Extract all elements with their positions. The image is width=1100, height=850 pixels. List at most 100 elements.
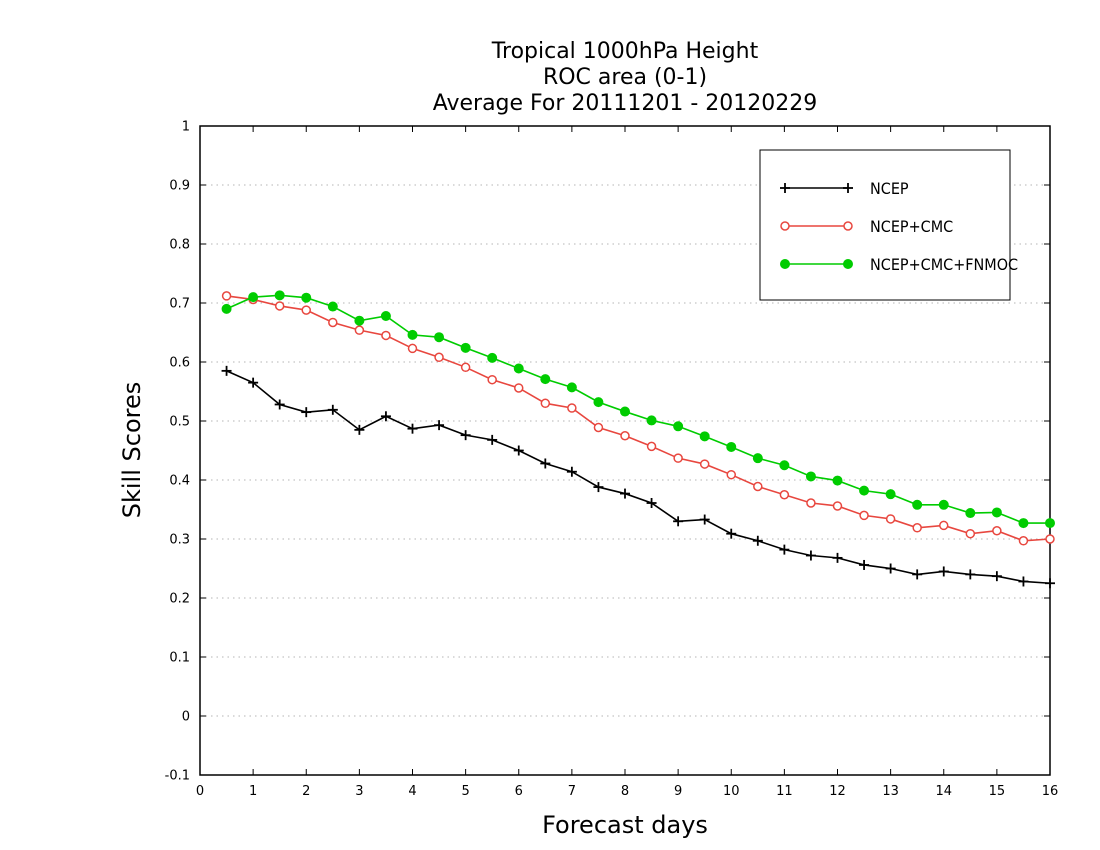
series-ncep-cmc [221,291,1055,546]
y-tick-label: 0.6 [169,356,190,371]
x-tick-label: 16 [1042,784,1059,799]
data-point-ncep-cmc [726,469,736,480]
data-point-ncep-cmc-fnmoc [301,292,312,303]
data-point-ncep [912,569,923,580]
grid [200,184,1050,717]
data-point-ncep-cmc-fnmoc [540,374,551,385]
data-point-ncep-cmc [859,510,869,521]
y-axis-label: Skill Scores [118,382,146,519]
data-point-ncep-cmc [939,520,949,531]
data-point-ncep-cmc-fnmoc [779,460,790,471]
data-point-ncep-cmc-fnmoc [1018,518,1029,529]
series-ncep [221,365,1055,589]
legend-item-ncep-cmc-fnmoc: NCEP+CMC+FNMOC [780,255,1018,274]
chart-title-line-2: ROC area (0-1) [543,65,707,90]
data-point-ncep [965,569,976,580]
legend-box [759,149,1011,301]
data-point-ncep-cmc-fnmoc [1045,518,1055,529]
data-point-ncep-cmc [221,291,232,301]
x-tick-label: 14 [935,784,952,799]
legend-marker [843,221,853,231]
series-line-ncep [226,370,1051,585]
x-tick-label: 5 [461,784,469,799]
data-point-ncep-cmc-fnmoc [938,499,949,510]
data-point-ncep-cmc [965,528,976,539]
data-point-ncep-cmc [912,523,922,533]
data-point-ncep [274,399,285,410]
data-point-ncep-cmc [460,362,471,373]
data-point-ncep-cmc-fnmoc [832,475,843,486]
data-point-ncep-cmc-fnmoc [566,382,577,393]
data-point-ncep [327,404,338,415]
data-point-ncep-cmc-fnmoc [434,332,445,343]
data-point-ncep-cmc-fnmoc [646,415,657,426]
data-point-ncep [487,434,498,445]
data-point-ncep-cmc-fnmoc [248,292,259,303]
data-point-ncep [938,566,949,577]
data-point-ncep [540,458,551,469]
data-point-ncep-cmc [620,431,630,441]
legend-marker [780,259,790,269]
x-tick-label: 6 [515,784,523,799]
data-point-ncep [752,535,763,546]
data-point-ncep-cmc [646,441,657,452]
legend-item-ncep: NCEP [780,179,909,198]
data-point-ncep-cmc [832,501,843,511]
data-point-ncep-cmc [407,343,418,354]
chart-title-line-3: Average For 20111201 - 20120229 [433,91,818,116]
data-point-ncep-cmc [540,398,551,409]
x-tick-label: 2 [302,784,310,799]
data-point-ncep [566,466,577,477]
data-point-ncep-cmc-fnmoc [699,431,710,442]
x-tick-label: 15 [989,784,1006,799]
y-tick-label: 0.9 [169,179,190,194]
data-point-ncep-cmc [806,498,816,508]
data-point-ncep-cmc [699,459,710,469]
data-point-ncep [221,365,232,376]
data-point-ncep [593,482,604,493]
data-point-ncep [805,550,816,561]
data-point-ncep [699,514,710,525]
data-point-ncep-cmc [274,301,285,311]
y-tick-label: 0.1 [169,651,190,666]
data-point-ncep-cmc [992,525,1002,536]
y-tick-label: 0.8 [169,238,190,253]
data-point-ncep-cmc [328,317,338,328]
y-tick-label: 1 [182,120,190,135]
data-point-ncep-cmc-fnmoc [752,453,763,464]
data-point-ncep-cmc [434,352,444,363]
data-point-ncep [380,411,391,422]
data-point-ncep-cmc [593,422,604,433]
data-point-ncep-cmc-fnmoc [380,310,391,321]
x-tick-label: 0 [196,784,204,799]
data-point-ncep [646,498,657,509]
data-point-ncep-cmc [885,514,896,524]
data-point-ncep-cmc-fnmoc [726,441,737,452]
data-point-ncep [859,559,870,570]
data-point-ncep [673,516,684,527]
legend: NCEP NCEP+CMC NCEP+CMC+FNMOC [759,149,1018,301]
data-point-ncep [726,528,737,539]
data-point-ncep-cmc-fnmoc [487,352,498,363]
data-point-ncep-cmc-fnmoc [965,508,976,519]
data-point-ncep-cmc [301,305,311,315]
x-tick-label: 1 [249,784,257,799]
data-point-ncep-cmc-fnmoc [407,329,418,340]
series-group [221,290,1055,589]
data-point-ncep-cmc [514,383,524,393]
x-tick-label: 7 [568,784,576,799]
data-point-ncep [1045,578,1055,589]
data-point-ncep-cmc-fnmoc [620,406,630,417]
y-tick-label: 0.2 [169,592,190,607]
data-point-ncep-cmc-fnmoc [859,485,870,496]
data-point-ncep [434,420,445,431]
data-point-ncep [407,423,418,434]
legend-marker [780,183,790,193]
data-point-ncep [460,430,471,441]
data-point-ncep-cmc [381,330,391,341]
data-point-ncep-cmc-fnmoc [274,290,285,301]
data-point-ncep-cmc-fnmoc [673,421,684,432]
data-point-ncep [832,552,843,563]
